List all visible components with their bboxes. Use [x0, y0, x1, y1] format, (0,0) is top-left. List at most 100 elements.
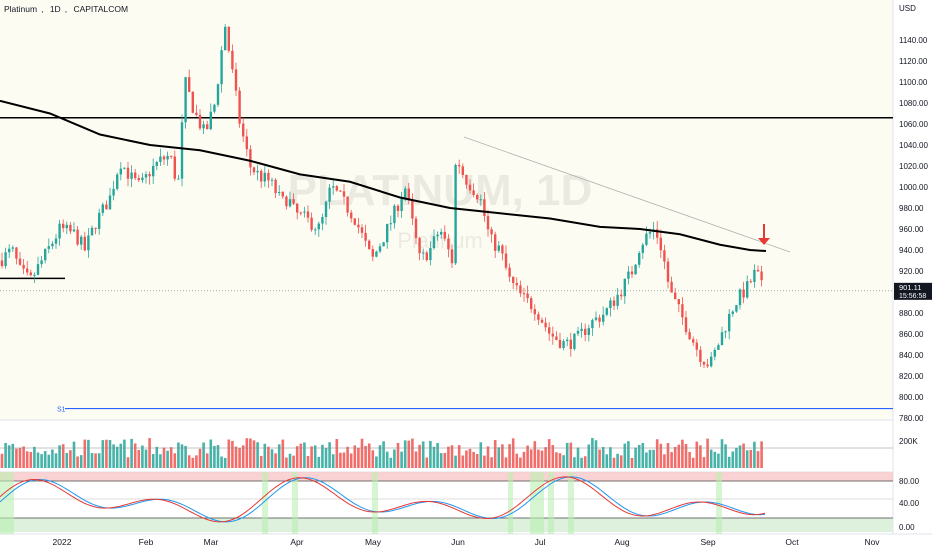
candle-body: [702, 362, 706, 365]
volume-bar: [335, 439, 339, 468]
price-axis-tick: 1100.00: [899, 78, 928, 87]
candle-body: [224, 26, 227, 51]
candle-body: [483, 199, 486, 217]
volume-bar: [465, 450, 468, 468]
candle-body: [695, 342, 698, 350]
volume-bar: [616, 453, 619, 468]
candle-body: [170, 155, 173, 157]
candle-body: [188, 77, 191, 92]
candle-body: [386, 224, 389, 243]
candle-body: [504, 253, 508, 268]
volume-bar: [540, 450, 544, 468]
volume-bar: [706, 438, 709, 468]
candle-body: [227, 26, 230, 51]
volume-bar: [713, 451, 717, 468]
volume-bar: [468, 448, 472, 468]
candle-body: [119, 168, 122, 175]
volume-bar: [22, 446, 25, 468]
candle-body: [389, 223, 392, 225]
candle-body: [616, 294, 619, 306]
volume-bar: [259, 455, 263, 468]
arrow-head: [758, 238, 770, 245]
candle-body: [324, 201, 328, 218]
volume-bar: [137, 449, 141, 468]
volume-bar: [407, 440, 411, 468]
volume-bar: [159, 454, 162, 468]
volume-bar: [36, 452, 40, 468]
candle-body: [281, 191, 284, 197]
volume-bar: [339, 452, 342, 468]
candle-body: [54, 238, 58, 244]
volume-bar: [508, 444, 511, 468]
candle-body: [508, 267, 511, 277]
candle-body: [335, 186, 338, 191]
candle-body: [321, 217, 324, 224]
volume-bar: [533, 441, 537, 468]
volume-bar: [389, 457, 393, 468]
candle-body: [152, 165, 155, 177]
candle-body: [620, 294, 623, 297]
volume-bar: [634, 447, 637, 468]
candle-body: [155, 161, 158, 166]
candle-body: [411, 200, 414, 219]
candle-body: [62, 223, 65, 229]
candle-body: [648, 232, 652, 234]
volume-bar: [51, 449, 54, 468]
candle-body: [476, 194, 479, 200]
time-axis-label: Jun: [451, 537, 465, 547]
price-axis-tick: 1060.00: [899, 120, 928, 129]
volume-bar: [90, 453, 94, 468]
volume-bar: [169, 447, 173, 468]
volume-bar: [709, 449, 713, 468]
volume-bar: [331, 454, 335, 468]
candle-body: [159, 156, 162, 162]
volume-bar: [303, 442, 306, 468]
volume-bar: [115, 446, 119, 468]
volume-bar: [637, 444, 641, 468]
trend-line: [463, 136, 791, 253]
candle-body: [288, 199, 292, 207]
candle-body: [454, 164, 457, 264]
volume-bar: [371, 450, 375, 468]
volume-bar: [497, 447, 501, 468]
candle-body: [656, 229, 659, 238]
candle-body: [195, 112, 198, 115]
volume-bar: [587, 444, 591, 468]
candle-body: [198, 114, 202, 129]
volume-bar: [205, 453, 209, 468]
candle-body: [278, 191, 281, 194]
volume-bar: [133, 443, 137, 468]
candle-body: [612, 300, 616, 306]
volume-bar: [346, 446, 349, 468]
volume-bar: [583, 456, 587, 468]
candle-body: [393, 205, 396, 224]
oversold-signal-band: [568, 472, 574, 534]
volume-bar: [353, 445, 357, 468]
volume-bar: [79, 455, 83, 468]
volume-bar: [317, 456, 321, 468]
volume-bar: [544, 447, 547, 468]
candle-body: [688, 332, 691, 340]
volume-bar: [69, 450, 72, 468]
last-price-badge: [894, 282, 932, 300]
candle-body: [101, 204, 104, 213]
volume-bar: [270, 449, 274, 468]
candle-body: [94, 227, 97, 229]
candle-body: [580, 328, 583, 331]
volume-bar: [681, 439, 684, 468]
candle-body: [720, 332, 724, 346]
candle-body: [299, 212, 302, 214]
price-axis-tick: 920.00: [899, 267, 924, 276]
volume-bar: [569, 442, 573, 468]
candle-body: [641, 244, 644, 253]
volume-bar: [364, 445, 367, 468]
price-axis-tick: 1140.00: [899, 36, 928, 45]
volume-bar: [180, 444, 184, 468]
price-axis-tick: 840.00: [899, 351, 924, 360]
volume-bar: [403, 440, 407, 468]
volume-bar: [295, 446, 299, 468]
candle-body: [674, 292, 677, 300]
candle-body: [569, 339, 572, 350]
